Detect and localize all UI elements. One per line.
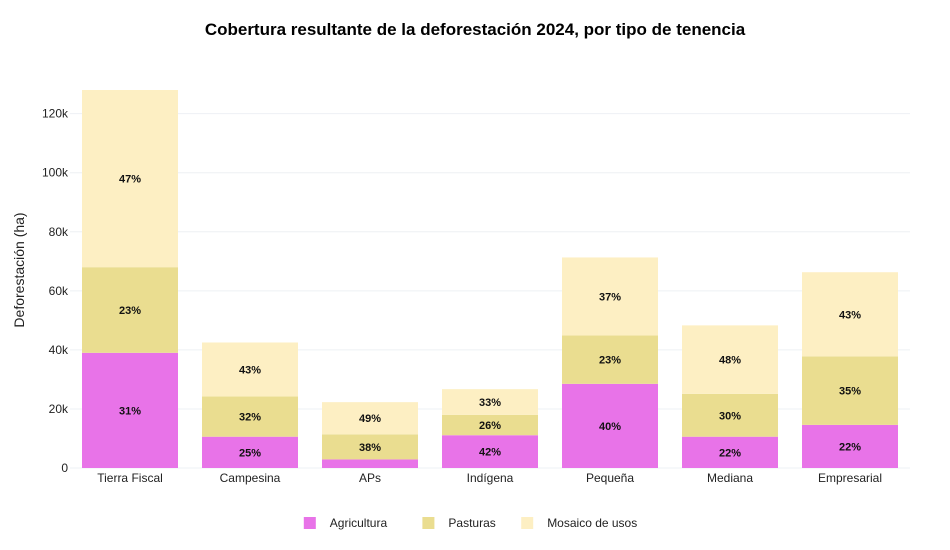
legend-label: Agricultura	[330, 516, 388, 530]
x-tick-label: Empresarial	[818, 471, 882, 485]
data-label: 48%	[719, 355, 741, 367]
data-label: 31%	[119, 405, 141, 417]
x-tick-label: Campesina	[220, 471, 281, 485]
x-tick-label: APs	[359, 471, 381, 485]
data-label: 43%	[239, 365, 261, 377]
bar-segment	[322, 434, 418, 460]
bar-segment	[442, 389, 538, 415]
bar-segment	[802, 356, 898, 425]
data-label: 43%	[839, 309, 861, 321]
data-label: 26%	[479, 420, 501, 432]
x-axis: Tierra Fiscal Campesina APs Indígena Pequeña…	[97, 471, 882, 485]
bar-segment	[682, 393, 778, 437]
bars: 31%23%47%25%32%43%38%49%42%26%33%40%23%3…	[82, 90, 898, 468]
legend-label: Pasturas	[448, 516, 495, 530]
bar-segment	[202, 342, 298, 397]
data-label: 22%	[719, 447, 741, 459]
legend-swatch	[521, 517, 534, 529]
data-label: 42%	[479, 447, 501, 459]
legend-label: Mosaico de usos	[547, 516, 637, 530]
bar-segment	[562, 335, 658, 384]
bar-stack: 40% 23% 37%	[562, 257, 658, 468]
y-tick-label: 20k	[49, 402, 69, 416]
data-label: 38%	[359, 442, 381, 454]
bar-segment	[562, 383, 658, 468]
y-axis-label: Deforestación (ha)	[11, 212, 27, 327]
bar-segment	[82, 352, 178, 468]
data-label: 49%	[359, 413, 381, 425]
bar-segment	[682, 325, 778, 394]
bar-stack: 22% 35% 43%	[802, 272, 898, 468]
data-label: 37%	[599, 291, 621, 303]
data-label: 33%	[479, 397, 501, 409]
y-tick-label: 120k	[42, 107, 69, 121]
y-tick-label: 100k	[42, 166, 69, 180]
bar-stack: 31% 23% 47%	[82, 90, 178, 468]
data-label: 23%	[599, 355, 621, 367]
bar-segment	[322, 402, 418, 435]
bar-segment	[802, 424, 898, 468]
chart-title: Cobertura resultante de la deforestación…	[205, 20, 746, 39]
y-tick-label: 80k	[49, 225, 69, 239]
data-label: 47%	[119, 174, 141, 186]
bar-segment	[562, 257, 658, 336]
data-label: 23%	[119, 305, 141, 317]
bar-segment	[442, 435, 538, 468]
bar-stack: 22% 30% 48%	[682, 325, 778, 468]
legend-item[interactable]: Mosaico de usos	[521, 516, 637, 530]
y-tick-label: 0	[61, 461, 68, 475]
bar-segment	[202, 396, 298, 437]
bar-stack: 25% 32% 43%	[202, 342, 298, 468]
bar-segment	[82, 90, 178, 268]
data-label: 35%	[839, 386, 861, 398]
legend: Agricultura Pasturas Mosaico de usos	[303, 516, 637, 530]
bar-segment	[82, 267, 178, 353]
legend-swatch	[303, 517, 316, 529]
x-tick-label: Pequeña	[586, 471, 634, 485]
legend-item[interactable]: Pasturas	[422, 516, 496, 530]
data-label: 40%	[599, 421, 621, 433]
y-tick-label: 60k	[49, 284, 69, 298]
legend-item[interactable]: Agricultura	[303, 516, 388, 530]
x-tick-label: Tierra Fiscal	[97, 471, 163, 485]
bar-stack: 42% 26% 33%	[442, 389, 538, 468]
data-label: 22%	[839, 441, 861, 453]
bar-stack: 38% 49%	[322, 402, 418, 468]
legend-swatch	[422, 517, 435, 529]
bar-segment	[682, 436, 778, 468]
data-label: 32%	[239, 412, 261, 424]
x-tick-label: Mediana	[707, 471, 753, 485]
y-axis: 0 20k 40k 60k 80k 100k 120k	[42, 107, 69, 475]
bar-segment	[802, 272, 898, 357]
bar-segment	[322, 459, 418, 468]
bar-segment	[442, 414, 538, 436]
y-tick-label: 40k	[49, 343, 69, 357]
data-label: 25%	[239, 447, 261, 459]
bar-segment	[202, 436, 298, 468]
x-tick-label: Indígena	[467, 471, 514, 485]
data-label: 30%	[719, 410, 741, 422]
